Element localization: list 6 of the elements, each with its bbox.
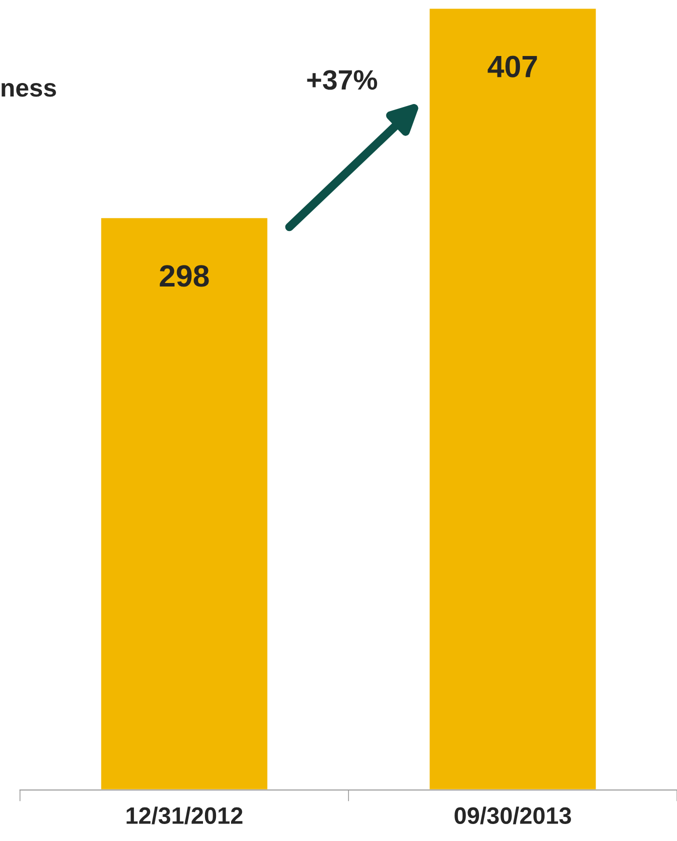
x-tick-label: 09/30/2013 <box>454 806 571 824</box>
text: ness <box>2 83 56 97</box>
annotation: +37% <box>307 70 378 90</box>
data-label: 407 <box>488 56 537 78</box>
x-tick-label: 12/31/2012 <box>126 806 242 824</box>
data-label: 298 <box>160 265 209 287</box>
